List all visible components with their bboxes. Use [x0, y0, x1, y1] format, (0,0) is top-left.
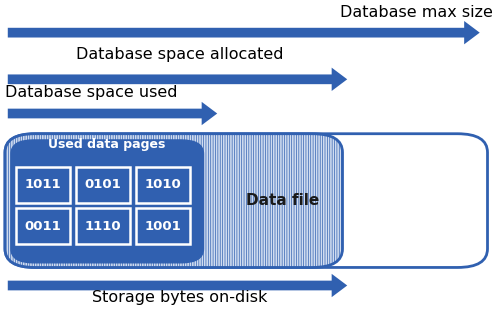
Text: Database space used: Database space used [5, 85, 178, 100]
Text: Database max size: Database max size [340, 5, 492, 20]
Text: 1011: 1011 [24, 179, 62, 191]
Text: 1110: 1110 [84, 220, 122, 233]
Text: 0011: 0011 [24, 220, 62, 233]
Text: Used data pages: Used data pages [48, 138, 166, 151]
FancyBboxPatch shape [136, 208, 190, 244]
FancyBboxPatch shape [136, 167, 190, 203]
FancyBboxPatch shape [76, 167, 130, 203]
FancyBboxPatch shape [16, 167, 70, 203]
Text: Storage bytes on-disk: Storage bytes on-disk [92, 290, 268, 305]
Text: 1001: 1001 [144, 220, 182, 233]
Text: 0101: 0101 [84, 179, 122, 191]
FancyBboxPatch shape [11, 140, 203, 263]
FancyBboxPatch shape [5, 134, 342, 267]
Text: Data file: Data file [246, 193, 319, 208]
FancyBboxPatch shape [5, 134, 488, 267]
FancyBboxPatch shape [76, 208, 130, 244]
FancyBboxPatch shape [16, 208, 70, 244]
Text: 1010: 1010 [144, 179, 182, 191]
Text: Database space allocated: Database space allocated [76, 47, 284, 62]
